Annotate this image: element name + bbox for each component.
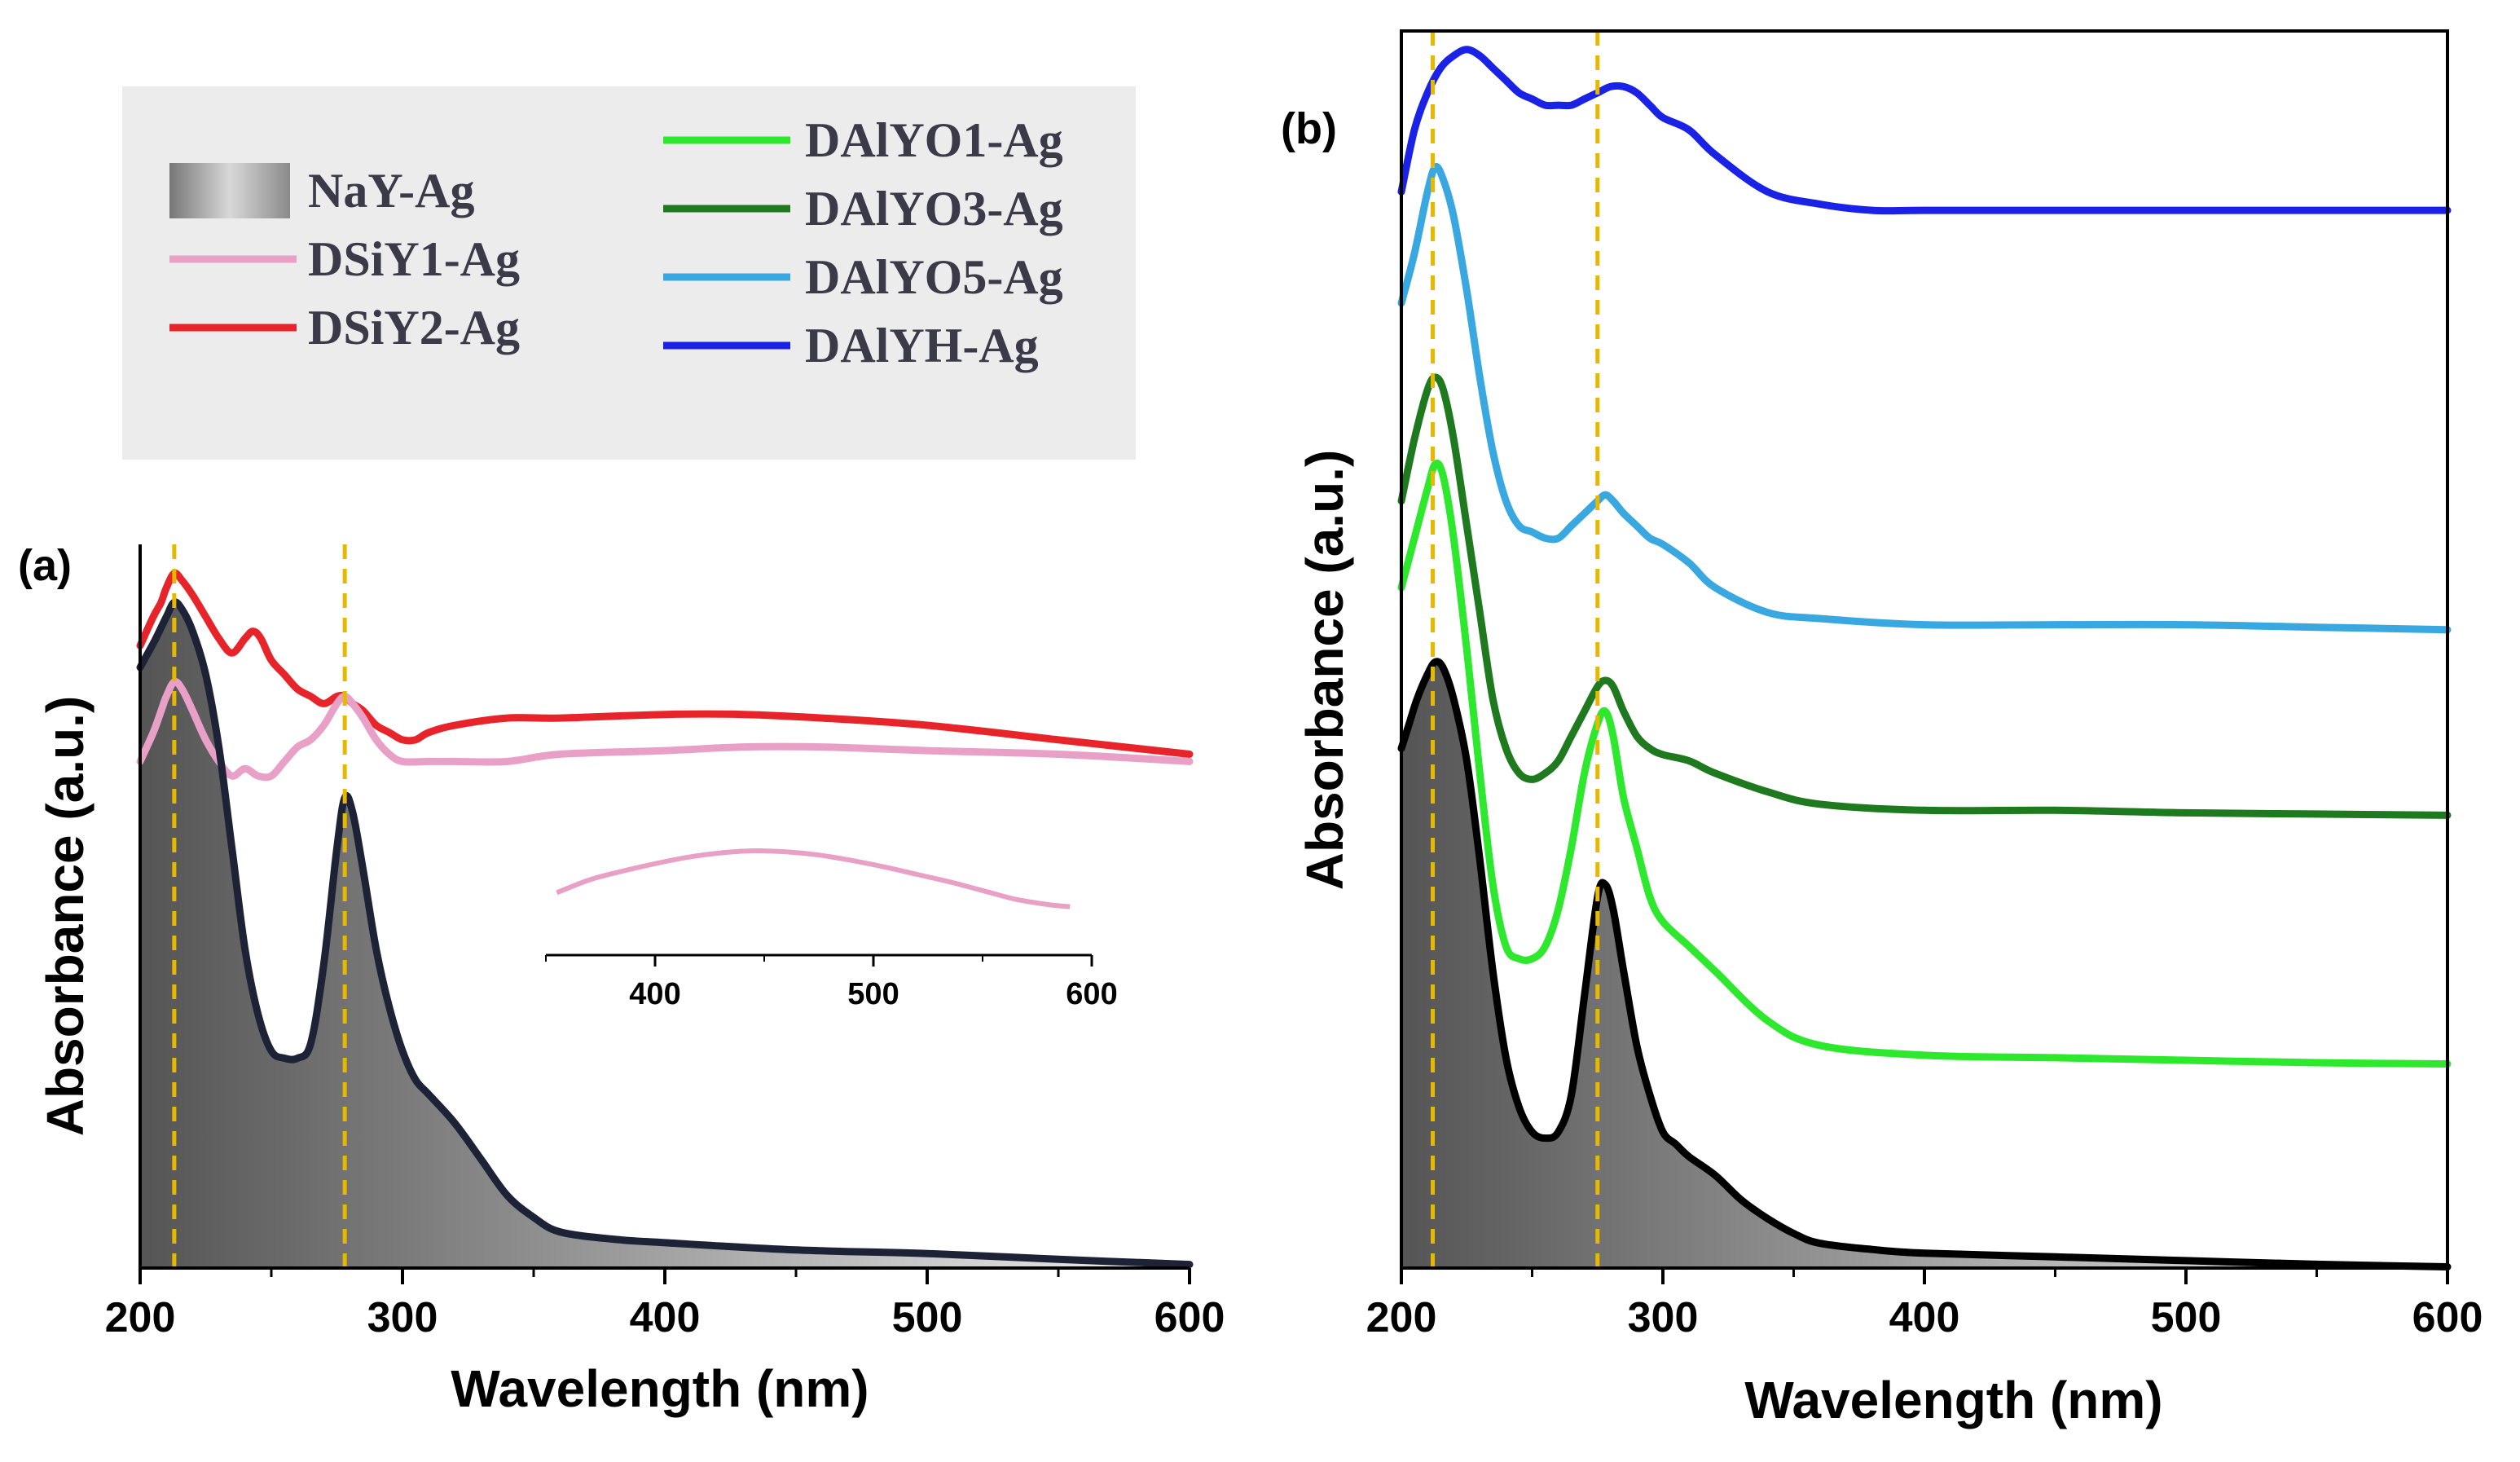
panel-b-ylabel: Absorbance (a.u.) [1295, 450, 1354, 891]
legend-box [122, 86, 1136, 460]
x-tick-label-600: 600 [1154, 1294, 1225, 1341]
legend-label-dalyo1-ag: DAlYO1-Ag [805, 113, 1063, 167]
legend-label-dalyo3-ag: DAlYO3-Ag [805, 182, 1063, 236]
series-line-dsiy1-ag [136, 677, 1194, 782]
x-tick-label-200: 200 [105, 1294, 176, 1341]
series-line-dalyo3-ag [1397, 373, 2452, 819]
series-fill-nay-ag [140, 601, 1190, 1268]
legend-swatch-nay-ag [169, 163, 290, 218]
x-tick-label-400: 400 [1889, 1294, 1960, 1341]
panel-a-label: (a) [18, 541, 72, 590]
inset-x-tick-label-600: 600 [1066, 977, 1117, 1011]
x-tick-label-600: 600 [2412, 1294, 2483, 1341]
inset-x-tick-label-400: 400 [629, 977, 680, 1011]
series-line-dalyo5-ag [1397, 163, 2452, 634]
panel-b-xlabel: Wavelength (nm) [1744, 1371, 2162, 1429]
series-line-nay-ag [1397, 658, 2452, 1270]
panel-b-plot: 200 300 400 500 600 [1366, 29, 2483, 1341]
panel-a-xlabel: Wavelength (nm) [451, 1359, 869, 1418]
series-line-dalyh-ag [1397, 46, 2452, 215]
x-tick-label-500: 500 [2151, 1294, 2222, 1341]
panel-b: (b) Absorbance (a.u.) Wavelength (nm) 20… [1281, 29, 2483, 1429]
panel-a-plot: 200 300 400 500 600 400 500 600 [105, 544, 1225, 1341]
panel-a: (a) Absorbance (a.u.) Wavelength (nm) 20… [18, 541, 1225, 1418]
legend-label-dsiy2-ag: DSiY2-Ag [308, 301, 520, 354]
panel-a-ylabel: Absorbance (a.u.) [36, 696, 95, 1137]
plot-frame [1400, 29, 2449, 1270]
x-tick-label-200: 200 [1366, 1294, 1437, 1341]
x-tick-label-300: 300 [367, 1294, 438, 1341]
x-tick-label-500: 500 [892, 1294, 963, 1341]
x-tick-label-400: 400 [630, 1294, 701, 1341]
inset-series-line [556, 848, 1071, 909]
series-line-nay-ag [136, 598, 1194, 1269]
legend-label-dsiy1-ag: DSiY1-Ag [308, 232, 520, 286]
series-fill-nay-ag [1401, 661, 2447, 1268]
legend-label-dalyo5-ag: DAlYO5-Ag [805, 250, 1063, 304]
panel-b-label: (b) [1281, 104, 1337, 153]
x-tick-label-300: 300 [1628, 1294, 1699, 1341]
legend: NaY-Ag DSiY1-Ag DSiY2-Ag DAlYO1-Ag DAlYO3-Ag… [122, 86, 1136, 460]
inset-x-tick-label-500: 500 [847, 977, 899, 1011]
legend-label-nay-ag: NaY-Ag [308, 164, 474, 218]
legend-label-dalyh-ag: DAlYH-Ag [805, 319, 1039, 372]
series-line-dsiy2-ag [136, 569, 1194, 758]
